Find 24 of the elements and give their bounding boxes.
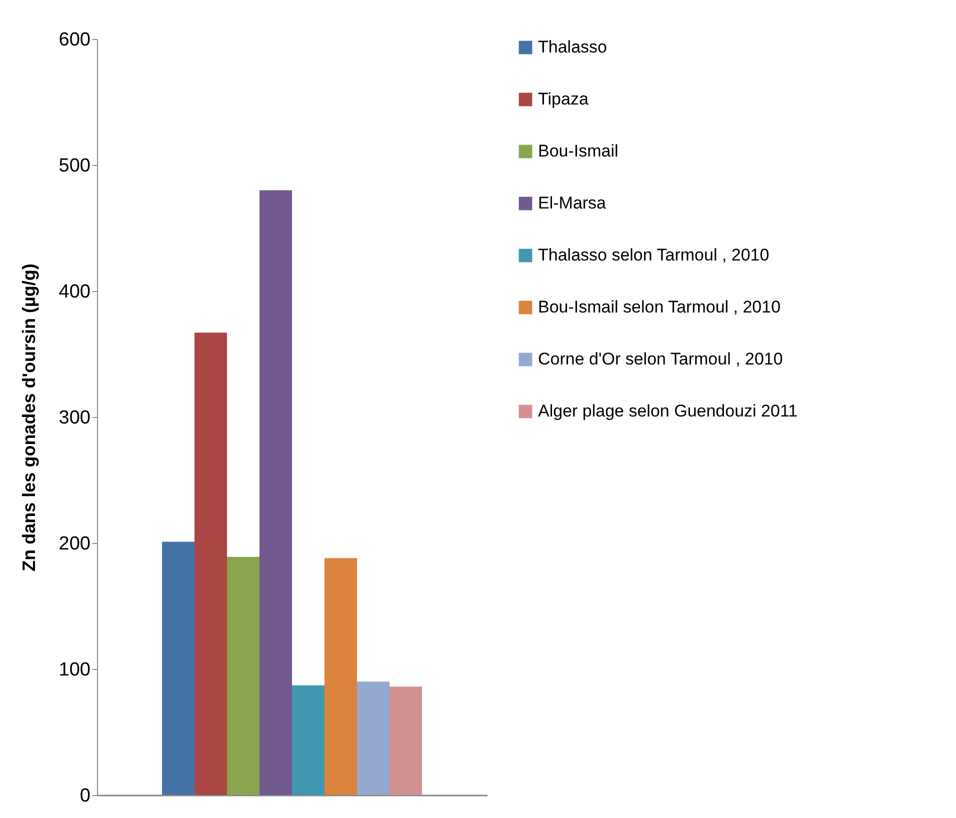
bar bbox=[390, 686, 422, 795]
y-tick-label: 500 bbox=[58, 156, 90, 176]
y-tick-label: 200 bbox=[58, 534, 90, 554]
bar bbox=[260, 190, 292, 795]
legend-label: Thalasso selon Tarmoul , 2010 bbox=[538, 246, 770, 264]
y-tick-label: 400 bbox=[58, 282, 90, 302]
legend-label: Tipaza bbox=[538, 90, 589, 108]
bar bbox=[194, 332, 227, 795]
y-tick-label: 300 bbox=[58, 408, 90, 428]
legend-label: Corne d'Or selon Tarmoul , 2010 bbox=[538, 350, 783, 368]
legend-label: El-Marsa bbox=[538, 194, 607, 212]
y-axis-title: Zn dans les gonades d'oursin (µg/g) bbox=[18, 264, 39, 572]
legend-label: Bou-Ismail selon Tarmoul , 2010 bbox=[538, 298, 781, 316]
legend-label: Thalasso bbox=[538, 38, 607, 56]
bar bbox=[357, 682, 390, 795]
y-tick-label: 600 bbox=[58, 30, 90, 50]
y-tick-label: 0 bbox=[80, 786, 90, 806]
legend-label: Bou-Ismail bbox=[538, 142, 618, 160]
y-tick-label: 100 bbox=[58, 660, 90, 680]
bar bbox=[292, 685, 324, 795]
legend-label: Alger plage selon Guendouzi 2011 bbox=[538, 402, 798, 420]
bar bbox=[162, 542, 194, 795]
bar bbox=[227, 556, 260, 795]
bar bbox=[324, 558, 357, 795]
